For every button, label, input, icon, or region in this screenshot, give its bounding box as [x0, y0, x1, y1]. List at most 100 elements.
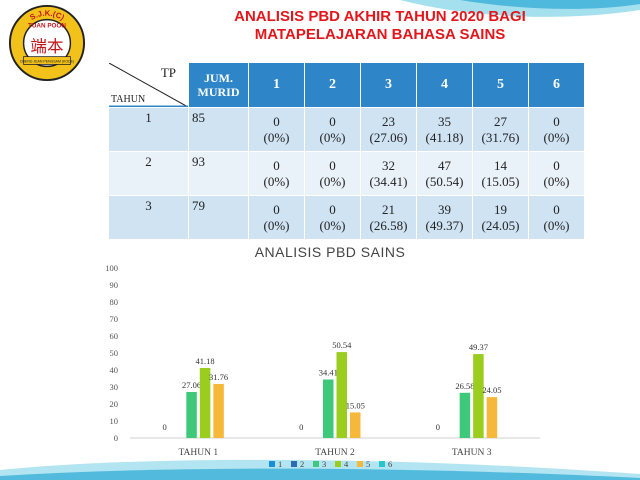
table-header-row: TP TAHUN JUM. MURID 1 2 3 4 5 6: [108, 62, 585, 108]
svg-text:TUAN POON: TUAN POON: [28, 22, 66, 29]
corner-tp-label: TP: [160, 65, 176, 80]
table-row: 3 79 0 (0%) 0 (0%) 21 (26.58) 39 (49.37) 19 (24.05)…: [108, 195, 585, 240]
data-label: 31.76: [209, 372, 228, 382]
tp-value-cell: 47 (50.54): [416, 151, 473, 196]
tp-header-1: 1: [248, 62, 305, 108]
tp-percent: (50.54): [425, 173, 464, 189]
tp-count: 0: [553, 157, 560, 173]
y-tick-label: 0: [114, 433, 118, 443]
tp-value-cell: 0 (0%): [528, 151, 585, 196]
murid-cell: 93: [188, 151, 249, 196]
tp-count: 0: [553, 113, 560, 129]
tp-percent: (0%): [263, 217, 290, 233]
bar-chart: 010203040506070809010027.0641.1831.760TA…: [105, 263, 540, 469]
y-tick-label: 60: [110, 331, 119, 341]
murid-cell: 79: [188, 195, 249, 240]
tp-percent: (0%): [319, 173, 346, 189]
tp-count: 14: [494, 157, 507, 173]
tp-value-cell: 19 (24.05): [472, 195, 529, 240]
title-line-2: MATAPELAJARAN BAHASA SAINS: [254, 26, 506, 43]
y-tick-label: 90: [110, 280, 119, 290]
x-category-label: TAHUN 2: [315, 448, 355, 458]
tp-value-cell: 21 (26.58): [360, 195, 417, 240]
tp-count: 35: [438, 113, 451, 129]
legend-label: 3: [322, 459, 326, 469]
school-logo: S.J.K.(C) TUAN POON 端本 CHENG JEAN PENGSA…: [8, 4, 86, 82]
data-label: 26.58: [455, 381, 474, 391]
legend-label: 1: [278, 459, 282, 469]
bar-series-4: [473, 354, 484, 438]
tp-percent: (0%): [543, 129, 570, 145]
data-label: 24.05: [482, 385, 501, 395]
pbd-table: TP TAHUN JUM. MURID 1 2 3 4 5 6 1 85 0 (0%) 0…: [108, 62, 585, 240]
bar-series-5: [350, 412, 361, 438]
tp-value-cell: 0 (0%): [528, 195, 585, 240]
tp-percent: (49.37): [425, 217, 464, 233]
legend-swatch-3: [313, 461, 319, 467]
bottom-wave-decoration: [0, 459, 640, 480]
y-tick-label: 10: [110, 416, 119, 426]
tp-percent: (0%): [263, 173, 290, 189]
svg-text:CHENG JEAN PENGSAM (KODE): CHENG JEAN PENGSAM (KODE): [20, 59, 74, 63]
x-category-label: TAHUN 1: [179, 448, 219, 458]
tp-count: 0: [329, 201, 336, 217]
tp-count: 23: [382, 113, 395, 129]
tp-value-cell: 27 (31.76): [472, 107, 529, 152]
tp-percent: (24.05): [481, 217, 520, 233]
tp-percent: (15.05): [481, 173, 520, 189]
tp-count: 0: [329, 113, 336, 129]
legend-swatch-1: [269, 461, 275, 467]
murid-cell: 85: [188, 107, 249, 152]
tp-count: 32: [382, 157, 395, 173]
tp-percent: (31.76): [481, 129, 520, 145]
tp-count: 21: [382, 201, 395, 217]
x-category-label: TAHUN 3: [452, 448, 492, 458]
y-tick-label: 70: [110, 314, 119, 324]
tp-header-5: 5: [472, 62, 529, 108]
legend-swatch-6: [379, 461, 385, 467]
data-label: 49.37: [469, 342, 488, 352]
zero-data-label: 0: [299, 422, 303, 432]
y-tick-label: 50: [110, 348, 119, 358]
legend-label: 4: [344, 459, 349, 469]
tp-percent: (0%): [543, 173, 570, 189]
tp-percent: (0%): [319, 129, 346, 145]
tahun-cell: 2: [108, 151, 189, 196]
chart-title: ANALISIS PBD SAINS: [254, 244, 406, 260]
tp-value-cell: 0 (0%): [248, 107, 305, 152]
tp-value-cell: 0 (0%): [248, 195, 305, 240]
legend-swatch-4: [335, 461, 341, 467]
legend-swatch-5: [357, 461, 363, 467]
legend-label: 2: [300, 459, 304, 469]
tp-value-cell: 0 (0%): [304, 195, 361, 240]
tp-value-cell: 0 (0%): [304, 107, 361, 152]
jum-murid-header: JUM. MURID: [188, 62, 249, 108]
legend-swatch-2: [291, 461, 297, 467]
bar-series-4: [336, 352, 347, 438]
tp-percent: (26.58): [369, 217, 408, 233]
table-row: 1 85 0 (0%) 0 (0%) 23 (27.06) 35 (41.18) 27 (31.76)…: [108, 107, 585, 152]
tp-header-6: 6: [528, 62, 585, 108]
tp-count: 0: [273, 113, 280, 129]
tp-value-cell: 0 (0%): [304, 151, 361, 196]
tp-count: 0: [329, 157, 336, 173]
tp-header-2: 2: [304, 62, 361, 108]
tp-percent: (0%): [319, 217, 346, 233]
tp-header-4: 4: [416, 62, 473, 108]
data-label: 27.06: [182, 380, 201, 390]
zero-data-label: 0: [162, 422, 166, 432]
data-label: 50.54: [332, 340, 352, 350]
data-label: 15.05: [346, 400, 365, 410]
corner-header-cell: TP TAHUN: [108, 62, 189, 108]
top-wave-decoration: [400, 0, 640, 17]
data-label: 41.18: [196, 356, 215, 366]
tp-value-cell: 35 (41.18): [416, 107, 473, 152]
data-label: 34.41: [319, 368, 338, 378]
page-title: ANALISIS PBD AKHIR TAHUN 2020 BAGI MATAP…: [170, 8, 590, 44]
corner-tahun-label: TAHUN: [111, 94, 146, 105]
tp-count: 19: [494, 201, 507, 217]
tp-count: 39: [438, 201, 451, 217]
tp-value-cell: 23 (27.06): [360, 107, 417, 152]
bar-series-5: [486, 397, 498, 438]
y-tick-label: 20: [110, 399, 119, 409]
